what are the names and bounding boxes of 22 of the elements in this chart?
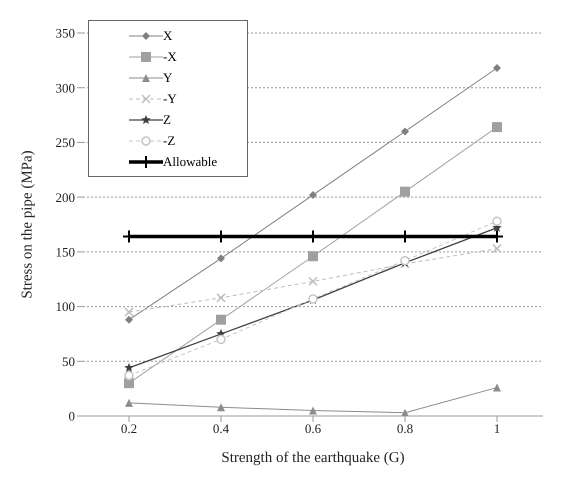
- x-axis-title: Strength of the earthquake (G): [221, 450, 405, 466]
- x-tick-label: 1: [494, 421, 500, 436]
- legend-label: Y: [163, 70, 172, 86]
- legend-label: Z: [163, 112, 171, 128]
- legend-label: Allowable: [163, 154, 218, 170]
- x-tick-label: 0.2: [120, 421, 138, 436]
- x-tick-label: 0.8: [396, 421, 414, 436]
- legend-label: -Z: [163, 132, 176, 148]
- x-tick-label: 0.6: [304, 421, 322, 436]
- y-tick-label: 50: [62, 354, 75, 369]
- y-tick-label: 150: [56, 244, 75, 260]
- y-tick-label: 350: [56, 26, 75, 41]
- y-axis-title: Stress on the pipe (MPa): [19, 150, 36, 299]
- y-tick-label: 300: [56, 80, 75, 96]
- x-tick-label: 0.4: [212, 421, 230, 436]
- legend-label: -X: [163, 48, 177, 64]
- y-tick-label: 100: [56, 299, 75, 314]
- y-tick-label: 250: [56, 135, 75, 150]
- y-tick-label: 200: [56, 190, 75, 205]
- legend-label: -Y: [163, 90, 177, 106]
- y-tick-label: 0: [68, 408, 75, 424]
- legend-label: X: [163, 28, 172, 44]
